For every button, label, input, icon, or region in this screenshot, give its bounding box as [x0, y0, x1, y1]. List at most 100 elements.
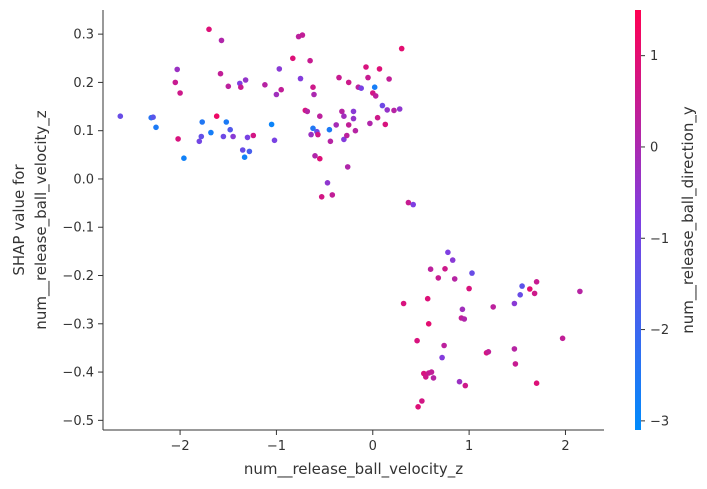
colorbar-tick-label: −3	[650, 414, 669, 429]
scatter-point	[172, 79, 179, 86]
y-axis-label-line-1: SHAP value for	[10, 164, 28, 276]
scatter-point	[371, 84, 378, 90]
scatter-point	[517, 292, 523, 298]
scatter-point	[367, 120, 373, 127]
scatter-point	[297, 75, 304, 82]
scatter-point	[350, 115, 357, 122]
scatter-point	[396, 106, 403, 112]
scatter-point	[451, 276, 458, 282]
scatter-point	[220, 133, 227, 140]
colorbar: 1 0 −1 −2 −3 num__release_ball_direction_y	[635, 10, 698, 430]
scatter-point	[324, 180, 331, 186]
scatter-point	[181, 155, 187, 161]
scatter-point	[441, 342, 447, 349]
scatter-point	[339, 108, 345, 115]
scatter-point	[427, 266, 434, 273]
scatter-point	[363, 64, 369, 70]
scatter-point	[456, 378, 463, 385]
scatter-point	[423, 374, 429, 380]
scatter-point	[350, 108, 357, 115]
scatter-point	[466, 285, 472, 292]
scatter-point	[333, 122, 340, 128]
colorbar-tick-label: −1	[650, 232, 669, 247]
scatter-point	[329, 192, 336, 198]
scatter-point	[311, 91, 317, 98]
scatter-point	[250, 132, 257, 139]
scatter-point	[262, 82, 268, 88]
x-ticks: −2 −1 0 1 2	[170, 430, 570, 454]
plot-area: −2 −1 0 1 2 0.3 0.2 0.1 0.0 −0.1 −0.2 −0.3 −0.4 −0.5	[62, 10, 604, 454]
scatter-point	[384, 107, 391, 113]
y-tick-label: 0.2	[73, 76, 94, 91]
scatter-point	[273, 91, 280, 98]
scatter-point	[559, 335, 566, 342]
scatter-point	[358, 85, 365, 91]
scatter-point	[519, 283, 525, 289]
scatter-point	[341, 113, 347, 119]
scatter-point	[398, 45, 405, 52]
scatter-point	[533, 380, 540, 387]
scatter-point	[198, 133, 205, 140]
scatter-point	[386, 76, 392, 82]
scatter-point	[469, 270, 475, 276]
scatter-point	[419, 398, 425, 404]
scatter-point	[445, 249, 451, 256]
scatter-point	[379, 102, 386, 109]
scatter-point	[174, 66, 180, 73]
colorbar-tick-label: 1	[650, 49, 658, 64]
scatter-point	[531, 290, 538, 297]
scatter-point	[218, 37, 225, 44]
scatter-point	[150, 114, 156, 120]
scatter-point	[352, 127, 359, 134]
scatter-point	[459, 306, 466, 313]
scatter-point	[268, 121, 275, 128]
scatter-point	[490, 304, 497, 310]
scatter-point	[345, 122, 352, 128]
colorbar-gradient	[635, 10, 641, 430]
scatter-point	[391, 107, 397, 114]
y-tick-label: −0.4	[62, 366, 94, 381]
y-axis-label-line-2: num__release_ball_velocity_z	[32, 110, 51, 329]
scatter-point	[276, 66, 283, 72]
scatter-point	[304, 108, 311, 115]
y-tick-label: −0.3	[62, 317, 94, 332]
scatter-point	[290, 55, 296, 62]
colorbar-tick-label: −2	[650, 323, 669, 338]
scatter-point	[462, 382, 469, 389]
scatter-point	[317, 155, 323, 162]
scatter-point	[242, 77, 249, 83]
scatter-point	[206, 26, 212, 33]
scatter-point	[439, 354, 445, 361]
scatter-point	[278, 86, 285, 93]
scatter-point	[414, 337, 420, 344]
scatter-point	[315, 131, 321, 138]
scatter-point	[238, 84, 244, 90]
scatter-point	[428, 369, 435, 375]
y-tick-label: −0.1	[62, 221, 94, 236]
scatter-point	[344, 164, 351, 170]
y-tick-label: 0.1	[73, 124, 94, 139]
scatter-point	[308, 131, 314, 138]
scatter-point	[310, 84, 316, 90]
scatter-point	[271, 137, 278, 144]
scatter-point	[307, 57, 313, 64]
scatter-point	[299, 32, 306, 38]
scatter-point	[327, 138, 334, 145]
x-tick-label: 2	[561, 439, 569, 454]
scatter-point	[230, 133, 236, 140]
colorbar-label: num__release_ball_direction_y	[679, 106, 698, 334]
y-ticks: 0.3 0.2 0.1 0.0 −0.1 −0.2 −0.3 −0.4 −0.5	[62, 28, 103, 429]
scatter-point	[442, 266, 448, 272]
scatter-point	[177, 90, 183, 96]
x-tick-label: −2	[170, 439, 189, 454]
scatter-point	[341, 136, 347, 143]
scatter-point	[217, 70, 224, 77]
scatter-point	[246, 148, 253, 155]
scatter-point	[400, 300, 407, 307]
scatter-point	[435, 275, 442, 281]
scatter-point	[225, 83, 232, 90]
scatter-point	[415, 404, 421, 410]
scatter-point	[223, 119, 230, 125]
scatter-point	[213, 113, 220, 119]
